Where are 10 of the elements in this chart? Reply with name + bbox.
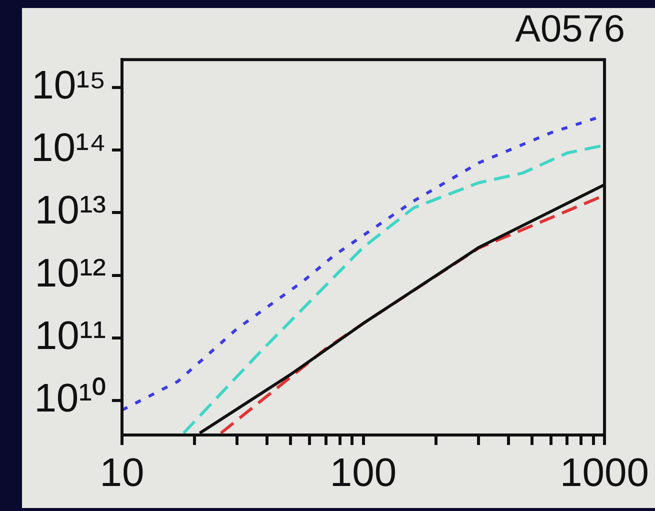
y-tick-label: 10¹³	[34, 188, 106, 233]
y-tick-label: 10¹¹	[34, 314, 106, 358]
y-tick-label: 10¹²	[34, 251, 106, 296]
x-tick-label: 1000	[560, 451, 649, 496]
y-tick-label: 10¹⁵	[32, 64, 106, 108]
x-tick-label: 100	[330, 451, 397, 496]
chart-title: A0576	[515, 8, 625, 50]
y-tick-label: 10¹⁴	[31, 126, 106, 170]
x-tick-label: 10	[100, 451, 144, 496]
y-tick-label: 10¹⁰	[34, 376, 106, 420]
